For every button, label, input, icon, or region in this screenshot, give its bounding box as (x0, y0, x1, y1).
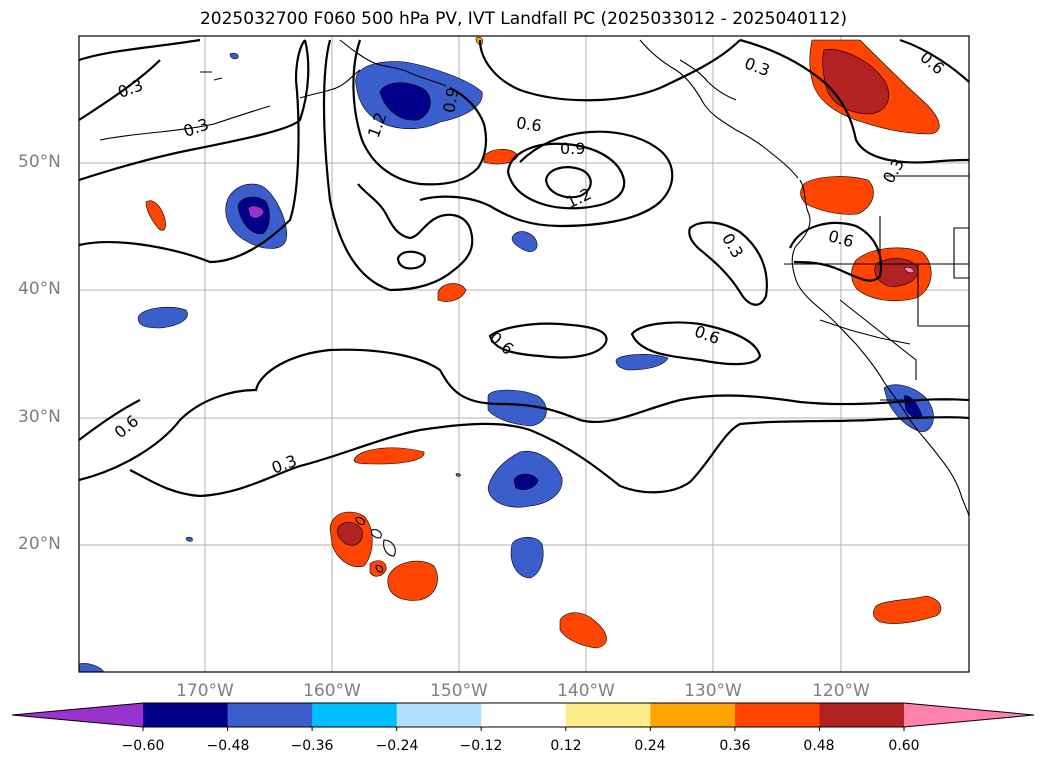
contour-label: 0.6 (515, 113, 543, 135)
colorbar-extend-low (12, 703, 143, 727)
colorbar-tick-label: −0.36 (290, 738, 334, 754)
colorbar-tick-label: 0.12 (550, 738, 582, 754)
colorbar-tick-label: 0.24 (634, 738, 666, 754)
colorbar-segment (819, 703, 905, 727)
colorbar-ticks (142, 727, 905, 731)
lat-label-20n: 20°N (18, 534, 61, 554)
contour-label: 0.9 (560, 139, 585, 158)
colorbar-segment (143, 703, 229, 727)
map-title: 2025032700 F060 500 hPa PV, IVT Landfall… (199, 9, 847, 29)
lon-label-150w: 150°W (430, 681, 488, 701)
colorbar-tick-label: −0.12 (459, 738, 503, 754)
lon-label-170w: 170°W (176, 681, 234, 701)
colorbar-tick-label: −0.48 (206, 738, 250, 754)
colorbar-segment (565, 703, 651, 727)
colorbar-segment (481, 703, 567, 727)
map-frame (78, 35, 970, 673)
pv-contours (79, 38, 969, 498)
colorbar-segment (734, 703, 820, 727)
colorbar-segment (227, 703, 313, 727)
lon-label-130w: 130°W (684, 681, 742, 701)
lon-label-160w: 160°W (303, 681, 361, 701)
lat-label-40n: 40°N (18, 279, 61, 299)
colorbar-tick-label: 0.36 (719, 738, 751, 754)
colorbar-tick-label: 0.48 (803, 738, 835, 754)
coastlines (99, 39, 969, 573)
colorbar-extend-high (904, 703, 1034, 727)
colorbar-tick-label: 0.60 (888, 738, 920, 754)
colorbar-segment (312, 703, 398, 727)
lon-label-140w: 140°W (557, 681, 615, 701)
negative-anomaly-patches (79, 52, 934, 672)
colorbar-segment (396, 703, 482, 727)
contour-label: 0.9 (439, 86, 462, 114)
lon-label-120w: 120°W (812, 681, 870, 701)
colorbar-tick-label: −0.60 (121, 738, 165, 754)
lat-label-50n: 50°N (18, 152, 61, 172)
lat-label-30n: 30°N (18, 407, 61, 427)
colorbar-tick-label: −0.24 (375, 738, 419, 754)
colorbar-segments (12, 703, 1034, 727)
colorbar-segment (650, 703, 736, 727)
